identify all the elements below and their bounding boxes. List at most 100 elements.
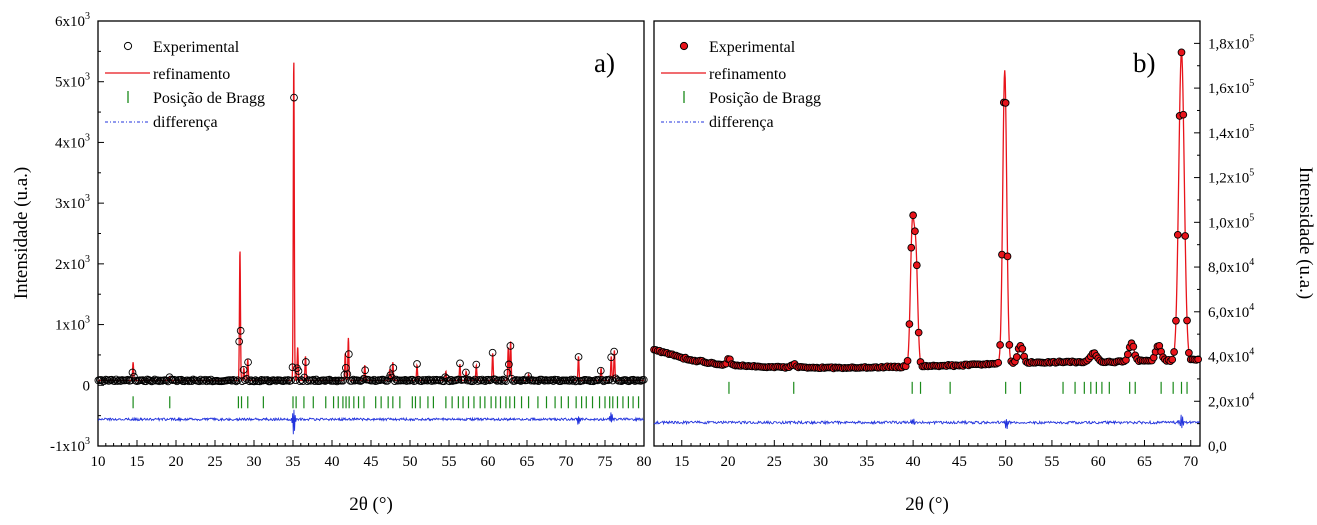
experimental-point-a [146, 376, 155, 385]
experimental-point-b [1194, 355, 1203, 364]
experimental-point-a [309, 375, 318, 384]
y-tick-label-b: 1,2x105 [1208, 168, 1254, 187]
axes-layer-b: 15 20 25 30 35 40 45 50 55 60 65 70 0,0 2,0x104 4,0x10… [653, 33, 1254, 470]
experimental-point-a [183, 376, 192, 385]
x-tick-label-b: 50 [998, 454, 1013, 470]
series-layer-a [94, 62, 648, 435]
x-tick-label-a: 20 [169, 454, 184, 470]
experimental-point-a [204, 376, 212, 384]
x-tick-label-a: 45 [364, 454, 379, 470]
experimental-point-a [573, 376, 581, 385]
experimental-point-a [333, 377, 341, 386]
experimental-point-a [233, 376, 242, 385]
experimental-point-a [506, 342, 515, 350]
experimental-point-b [1177, 48, 1186, 57]
experimental-point-a [347, 377, 356, 385]
experimental-point-b [1173, 230, 1182, 239]
experimental-point-a [454, 375, 463, 384]
experimental-point-b [996, 341, 1004, 349]
experimental-point-a [155, 377, 164, 386]
experimental-point-a [241, 376, 249, 384]
experimental-point-b [914, 328, 923, 337]
y-tick-label-a: 6x103 [55, 11, 90, 30]
experimental-point-b [912, 261, 921, 270]
experimental-point-a [473, 377, 482, 385]
experimental-point-a [345, 350, 353, 358]
experimental-point-a [456, 359, 464, 368]
experimental-point-a [239, 365, 248, 374]
experimental-point-a [251, 376, 260, 385]
experimental-point-b [994, 358, 1003, 367]
experimental-point-a [510, 377, 519, 385]
experimental-point-a [472, 360, 481, 369]
experimental-point-b [1005, 341, 1014, 349]
experimental-point-a [429, 375, 438, 384]
experimental-point-a [565, 376, 574, 385]
y-tick-label-a: 1x103 [55, 315, 90, 334]
y-tick-label-b: 1,8x105 [1208, 33, 1254, 52]
experimental-point-a [427, 377, 436, 385]
experimental-point-a [331, 376, 340, 385]
experimental-point-b [905, 320, 914, 328]
legend-label-bragg-b: Posição de Bragg [709, 90, 821, 107]
ylabel-a: Intensidade (u.a.) [11, 167, 32, 299]
experimental-point-a [113, 377, 122, 385]
experimental-point-b [1172, 316, 1180, 325]
experimental-point-b [1181, 232, 1190, 240]
experimental-point-a [488, 348, 497, 357]
y-tick-label-b: 1,0x105 [1208, 212, 1254, 231]
experimental-point-a [294, 367, 303, 375]
experimental-point-a [389, 364, 398, 372]
experimental-point-a [290, 93, 298, 102]
experimental-point-a [408, 375, 417, 384]
experimental-point-a [629, 375, 638, 384]
experimental-point-a [503, 368, 512, 377]
refinement-line-a [98, 62, 644, 382]
experimental-point-a [244, 358, 252, 367]
experimental-point-b [907, 243, 916, 252]
difference-line-a [97, 409, 645, 435]
y-tick-label-b: 0,0 [1208, 439, 1227, 455]
experimental-point-a [462, 368, 470, 377]
experimental-point-a [201, 375, 209, 384]
y-tick-label-a: 3x103 [55, 193, 90, 212]
x-tick-label-a: 40 [325, 454, 340, 470]
x-tick-label-a: 75 [598, 454, 613, 470]
experimental-point-a [287, 376, 295, 385]
y-tick-label-b: 1,6x105 [1208, 78, 1254, 97]
experimental-point-a [202, 377, 211, 386]
experimental-point-a [435, 376, 444, 385]
axes-layer-a: 10 15 20 25 30 35 40 45 50 55 60 65 70 75 80 -1x103 0 1x1… [50, 11, 652, 470]
experimental-point-a [411, 376, 420, 385]
experimental-point-a [430, 376, 439, 385]
x-tick-label-b: 35 [859, 454, 874, 470]
experimental-point-a [307, 376, 316, 385]
experimental-point-a [568, 377, 577, 385]
panel-a: 10 15 20 25 30 35 40 45 50 55 60 65 70 75 80 -1x103 0 1x1… [11, 11, 652, 515]
y-tick-label-b: 1,4x105 [1208, 123, 1254, 142]
experimental-point-a [257, 376, 266, 384]
experimental-point-a [460, 375, 469, 384]
experimental-point-a [593, 376, 602, 385]
experimental-point-a [302, 358, 310, 366]
experimental-point-a [525, 375, 534, 384]
experimental-point-a [303, 377, 312, 386]
y-tick-label-b: 2,0x104 [1208, 391, 1254, 410]
experimental-point-a [205, 377, 214, 385]
experimental-point-a [596, 366, 605, 375]
x-tick-label-a: 25 [208, 454, 223, 470]
legend-label-refinamento-b: refinamento [709, 66, 786, 83]
experimental-point-a [475, 375, 484, 384]
experimental-point-a [522, 376, 531, 385]
x-tick-label-a: 15 [130, 454, 145, 470]
experimental-point-a [604, 376, 613, 385]
experimental-point-a [279, 377, 288, 385]
experimental-point-b [1123, 350, 1132, 359]
experimental-point-a [496, 376, 504, 385]
experimental-point-a [500, 376, 509, 385]
xlabel-a: 2θ (°) [349, 494, 393, 515]
experimental-point-a [116, 377, 125, 385]
x-tick-label-b: 30 [813, 454, 828, 470]
experimental-point-a [585, 376, 593, 384]
legend-label-bragg-a: Posição de Bragg [153, 90, 265, 107]
